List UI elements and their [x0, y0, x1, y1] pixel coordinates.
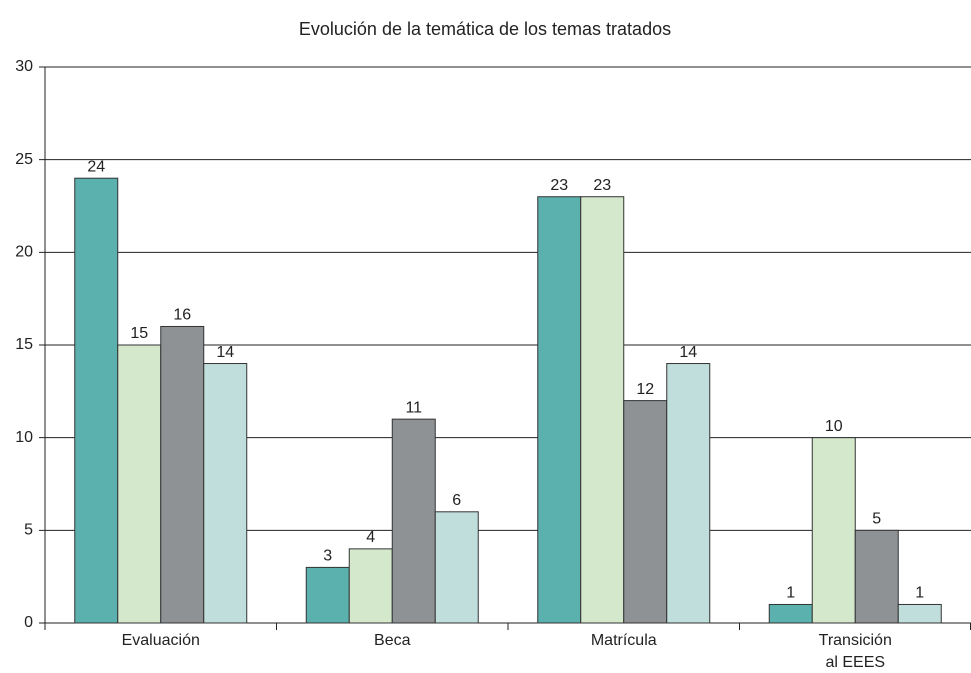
data-label: 1: [915, 585, 924, 602]
bar: [434, 511, 479, 624]
x-tick-label: Evaluación: [122, 632, 200, 649]
data-label: 4: [366, 529, 375, 546]
bar: [623, 400, 668, 624]
data-label: 24: [87, 158, 105, 175]
y-tick-label: 5: [24, 522, 33, 539]
data-label: 16: [173, 307, 191, 324]
x-tick-label: Transición al EEES: [819, 632, 892, 671]
bar: [897, 603, 942, 624]
data-label: 23: [550, 177, 568, 194]
data-label: 23: [593, 177, 611, 194]
bar: [203, 363, 248, 624]
data-label: 10: [825, 418, 843, 435]
bar: [580, 196, 625, 624]
y-tick-label: 0: [24, 614, 33, 631]
data-label: 15: [130, 325, 148, 342]
bar: [666, 363, 711, 624]
x-tick-label: Beca: [374, 632, 411, 649]
bar: [348, 548, 393, 624]
data-label: 5: [872, 511, 881, 528]
bar: [117, 344, 162, 624]
bar: [391, 418, 436, 624]
data-label: 14: [679, 344, 697, 361]
chart-title: Evolución de la temática de los temas tr…: [299, 19, 671, 39]
data-label: 3: [323, 548, 332, 565]
bar: [305, 566, 350, 624]
y-tick-label: 25: [15, 151, 33, 168]
x-tick-label: Matrícula: [591, 632, 657, 649]
data-label: 11: [405, 399, 422, 416]
bar: [811, 437, 856, 624]
data-label: 14: [216, 344, 234, 361]
y-tick-label: 15: [15, 336, 33, 353]
bar: [74, 177, 119, 624]
data-label: 12: [636, 381, 654, 398]
bar: [768, 603, 813, 624]
y-tick-label: 20: [15, 244, 33, 261]
bar: [537, 196, 582, 624]
y-tick-label: 10: [15, 429, 33, 446]
bar: [160, 325, 205, 624]
data-label: 6: [452, 492, 461, 509]
data-label: 1: [786, 585, 795, 602]
bar: [854, 529, 899, 624]
y-tick-label: 30: [15, 58, 33, 75]
